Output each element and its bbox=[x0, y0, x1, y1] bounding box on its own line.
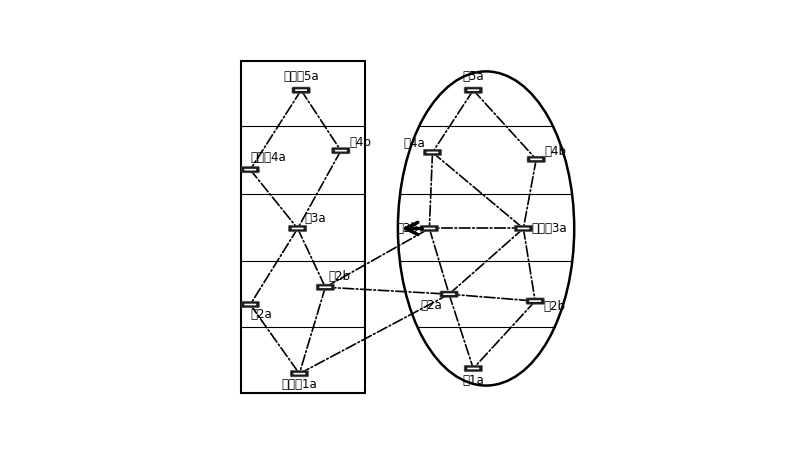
FancyBboxPatch shape bbox=[464, 365, 482, 372]
FancyBboxPatch shape bbox=[294, 373, 306, 374]
FancyBboxPatch shape bbox=[244, 169, 256, 171]
FancyBboxPatch shape bbox=[526, 298, 544, 304]
FancyBboxPatch shape bbox=[335, 150, 347, 151]
FancyBboxPatch shape bbox=[527, 156, 546, 163]
FancyBboxPatch shape bbox=[295, 89, 307, 91]
FancyBboxPatch shape bbox=[241, 167, 259, 173]
Text: 东2a: 东2a bbox=[421, 299, 442, 312]
FancyBboxPatch shape bbox=[332, 148, 350, 154]
Text: 西4b: 西4b bbox=[350, 136, 371, 149]
FancyBboxPatch shape bbox=[423, 228, 435, 229]
FancyBboxPatch shape bbox=[467, 89, 479, 91]
FancyBboxPatch shape bbox=[316, 284, 334, 291]
FancyBboxPatch shape bbox=[530, 300, 541, 302]
Bar bbox=[241, 61, 365, 393]
Text: 东1a: 东1a bbox=[462, 374, 484, 387]
Text: 东5a: 东5a bbox=[462, 70, 484, 83]
FancyBboxPatch shape bbox=[241, 301, 259, 308]
FancyBboxPatch shape bbox=[467, 368, 479, 370]
Text: 网关东3a: 网关东3a bbox=[531, 222, 566, 235]
Text: 网关西1a: 网关西1a bbox=[282, 378, 318, 391]
FancyBboxPatch shape bbox=[464, 87, 482, 93]
FancyBboxPatch shape bbox=[319, 286, 331, 288]
FancyBboxPatch shape bbox=[440, 291, 458, 297]
Text: 西3a: 西3a bbox=[305, 211, 326, 224]
FancyBboxPatch shape bbox=[443, 293, 455, 295]
FancyBboxPatch shape bbox=[514, 225, 533, 232]
Text: 西2b: 西2b bbox=[329, 270, 350, 283]
Text: 网关西5a: 网关西5a bbox=[283, 70, 319, 83]
Text: 东3b: 东3b bbox=[397, 222, 418, 235]
FancyBboxPatch shape bbox=[290, 370, 309, 377]
FancyBboxPatch shape bbox=[289, 225, 306, 232]
FancyBboxPatch shape bbox=[292, 87, 310, 93]
FancyBboxPatch shape bbox=[530, 158, 542, 160]
FancyBboxPatch shape bbox=[518, 228, 530, 229]
FancyBboxPatch shape bbox=[292, 228, 303, 229]
Ellipse shape bbox=[398, 71, 574, 386]
FancyBboxPatch shape bbox=[420, 225, 438, 232]
FancyBboxPatch shape bbox=[423, 149, 442, 155]
Text: 网关西4a: 网关西4a bbox=[250, 151, 286, 164]
Text: 东2b: 东2b bbox=[543, 300, 565, 313]
Text: 东4b: 东4b bbox=[544, 145, 566, 158]
Text: 东4a: 东4a bbox=[404, 137, 426, 150]
FancyBboxPatch shape bbox=[426, 152, 438, 153]
FancyBboxPatch shape bbox=[244, 304, 256, 305]
Text: 西2a: 西2a bbox=[250, 308, 272, 321]
